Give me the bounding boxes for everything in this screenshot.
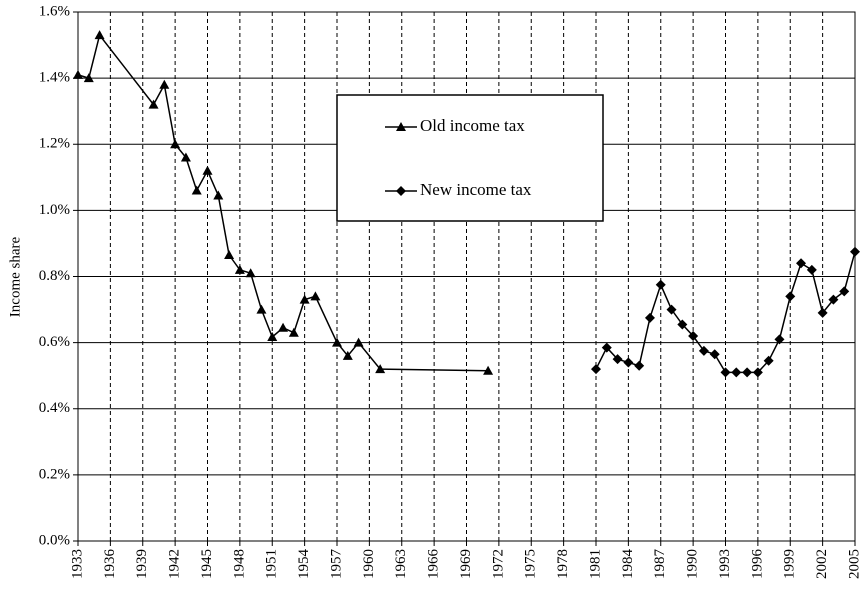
x-tick-label: 1981	[587, 549, 603, 579]
marker	[202, 165, 213, 175]
x-tick-label: 1996	[749, 549, 765, 580]
marker	[375, 364, 386, 374]
marker	[742, 367, 753, 378]
x-tick-label: 1990	[685, 549, 701, 579]
marker	[828, 294, 839, 305]
y-axis-label: Income share	[7, 236, 23, 317]
marker	[267, 332, 278, 342]
marker	[752, 367, 763, 378]
y-tick-label: 1.0%	[39, 202, 70, 218]
y-tick-label: 0.4%	[39, 400, 70, 416]
legend-label: Old income tax	[420, 116, 525, 135]
marker	[817, 307, 828, 318]
marker	[731, 367, 742, 378]
y-tick-label: 0.0%	[39, 532, 70, 548]
x-tick-label: 1963	[393, 549, 409, 579]
x-tick-label: 1960	[361, 549, 377, 579]
x-tick-label: 1939	[134, 549, 150, 579]
x-tick-label: 1942	[167, 549, 183, 579]
x-tick-label: 1966	[426, 549, 442, 580]
x-tick-label: 1936	[102, 549, 118, 580]
marker	[94, 30, 105, 40]
x-tick-label: 1954	[296, 549, 312, 580]
marker	[666, 304, 677, 315]
y-tick-label: 0.2%	[39, 466, 70, 482]
y-tick-label: 0.6%	[39, 334, 70, 350]
y-tick-label: 1.4%	[39, 70, 70, 86]
marker	[278, 322, 289, 332]
x-tick-label: 1987	[652, 549, 668, 580]
marker	[396, 122, 406, 131]
marker	[224, 250, 235, 260]
marker	[839, 286, 850, 297]
marker	[170, 139, 181, 149]
marker	[148, 99, 159, 109]
x-tick-label: 1978	[555, 549, 571, 579]
x-tick-label: 2005	[846, 549, 862, 579]
y-tick-label: 1.6%	[39, 3, 70, 19]
marker	[353, 337, 364, 347]
x-tick-label: 1972	[490, 549, 506, 579]
legend	[336, 94, 604, 222]
x-tick-label: 1957	[328, 549, 344, 580]
marker	[774, 334, 785, 345]
marker	[180, 152, 191, 162]
legend-label: New income tax	[420, 180, 532, 199]
y-tick-label: 1.2%	[39, 136, 70, 152]
marker	[720, 367, 731, 378]
marker	[850, 246, 860, 257]
marker	[601, 342, 612, 353]
marker	[688, 331, 699, 342]
x-tick-label: 1933	[69, 549, 85, 579]
marker	[655, 279, 666, 290]
marker	[332, 337, 342, 347]
marker	[342, 350, 353, 360]
marker	[612, 354, 623, 365]
marker	[709, 349, 720, 360]
marker	[763, 355, 774, 366]
marker	[245, 268, 256, 278]
marker	[310, 291, 321, 301]
marker	[591, 364, 601, 375]
x-tick-label: 1969	[458, 549, 474, 579]
marker	[256, 304, 267, 314]
marker	[634, 360, 645, 371]
marker	[677, 319, 688, 330]
marker	[299, 294, 310, 304]
marker	[785, 291, 796, 302]
x-tick-label: 1945	[199, 549, 215, 579]
x-tick-label: 1948	[231, 549, 247, 579]
marker	[623, 357, 634, 368]
marker	[796, 258, 807, 269]
x-tick-label: 1951	[264, 549, 280, 579]
x-tick-label: 1999	[782, 549, 798, 579]
y-tick-label: 0.8%	[39, 268, 70, 284]
marker	[191, 185, 202, 195]
marker	[234, 264, 245, 274]
marker	[698, 345, 709, 356]
marker	[213, 190, 224, 200]
marker	[73, 69, 83, 79]
marker	[159, 79, 170, 89]
x-tick-label: 2002	[814, 549, 830, 579]
x-tick-label: 1975	[523, 549, 539, 579]
marker	[644, 312, 655, 323]
x-tick-label: 1984	[620, 549, 636, 580]
marker	[288, 327, 299, 337]
marker	[83, 73, 94, 83]
x-tick-label: 1993	[717, 549, 733, 579]
marker	[806, 264, 817, 275]
marker	[396, 186, 406, 196]
marker	[483, 365, 494, 375]
